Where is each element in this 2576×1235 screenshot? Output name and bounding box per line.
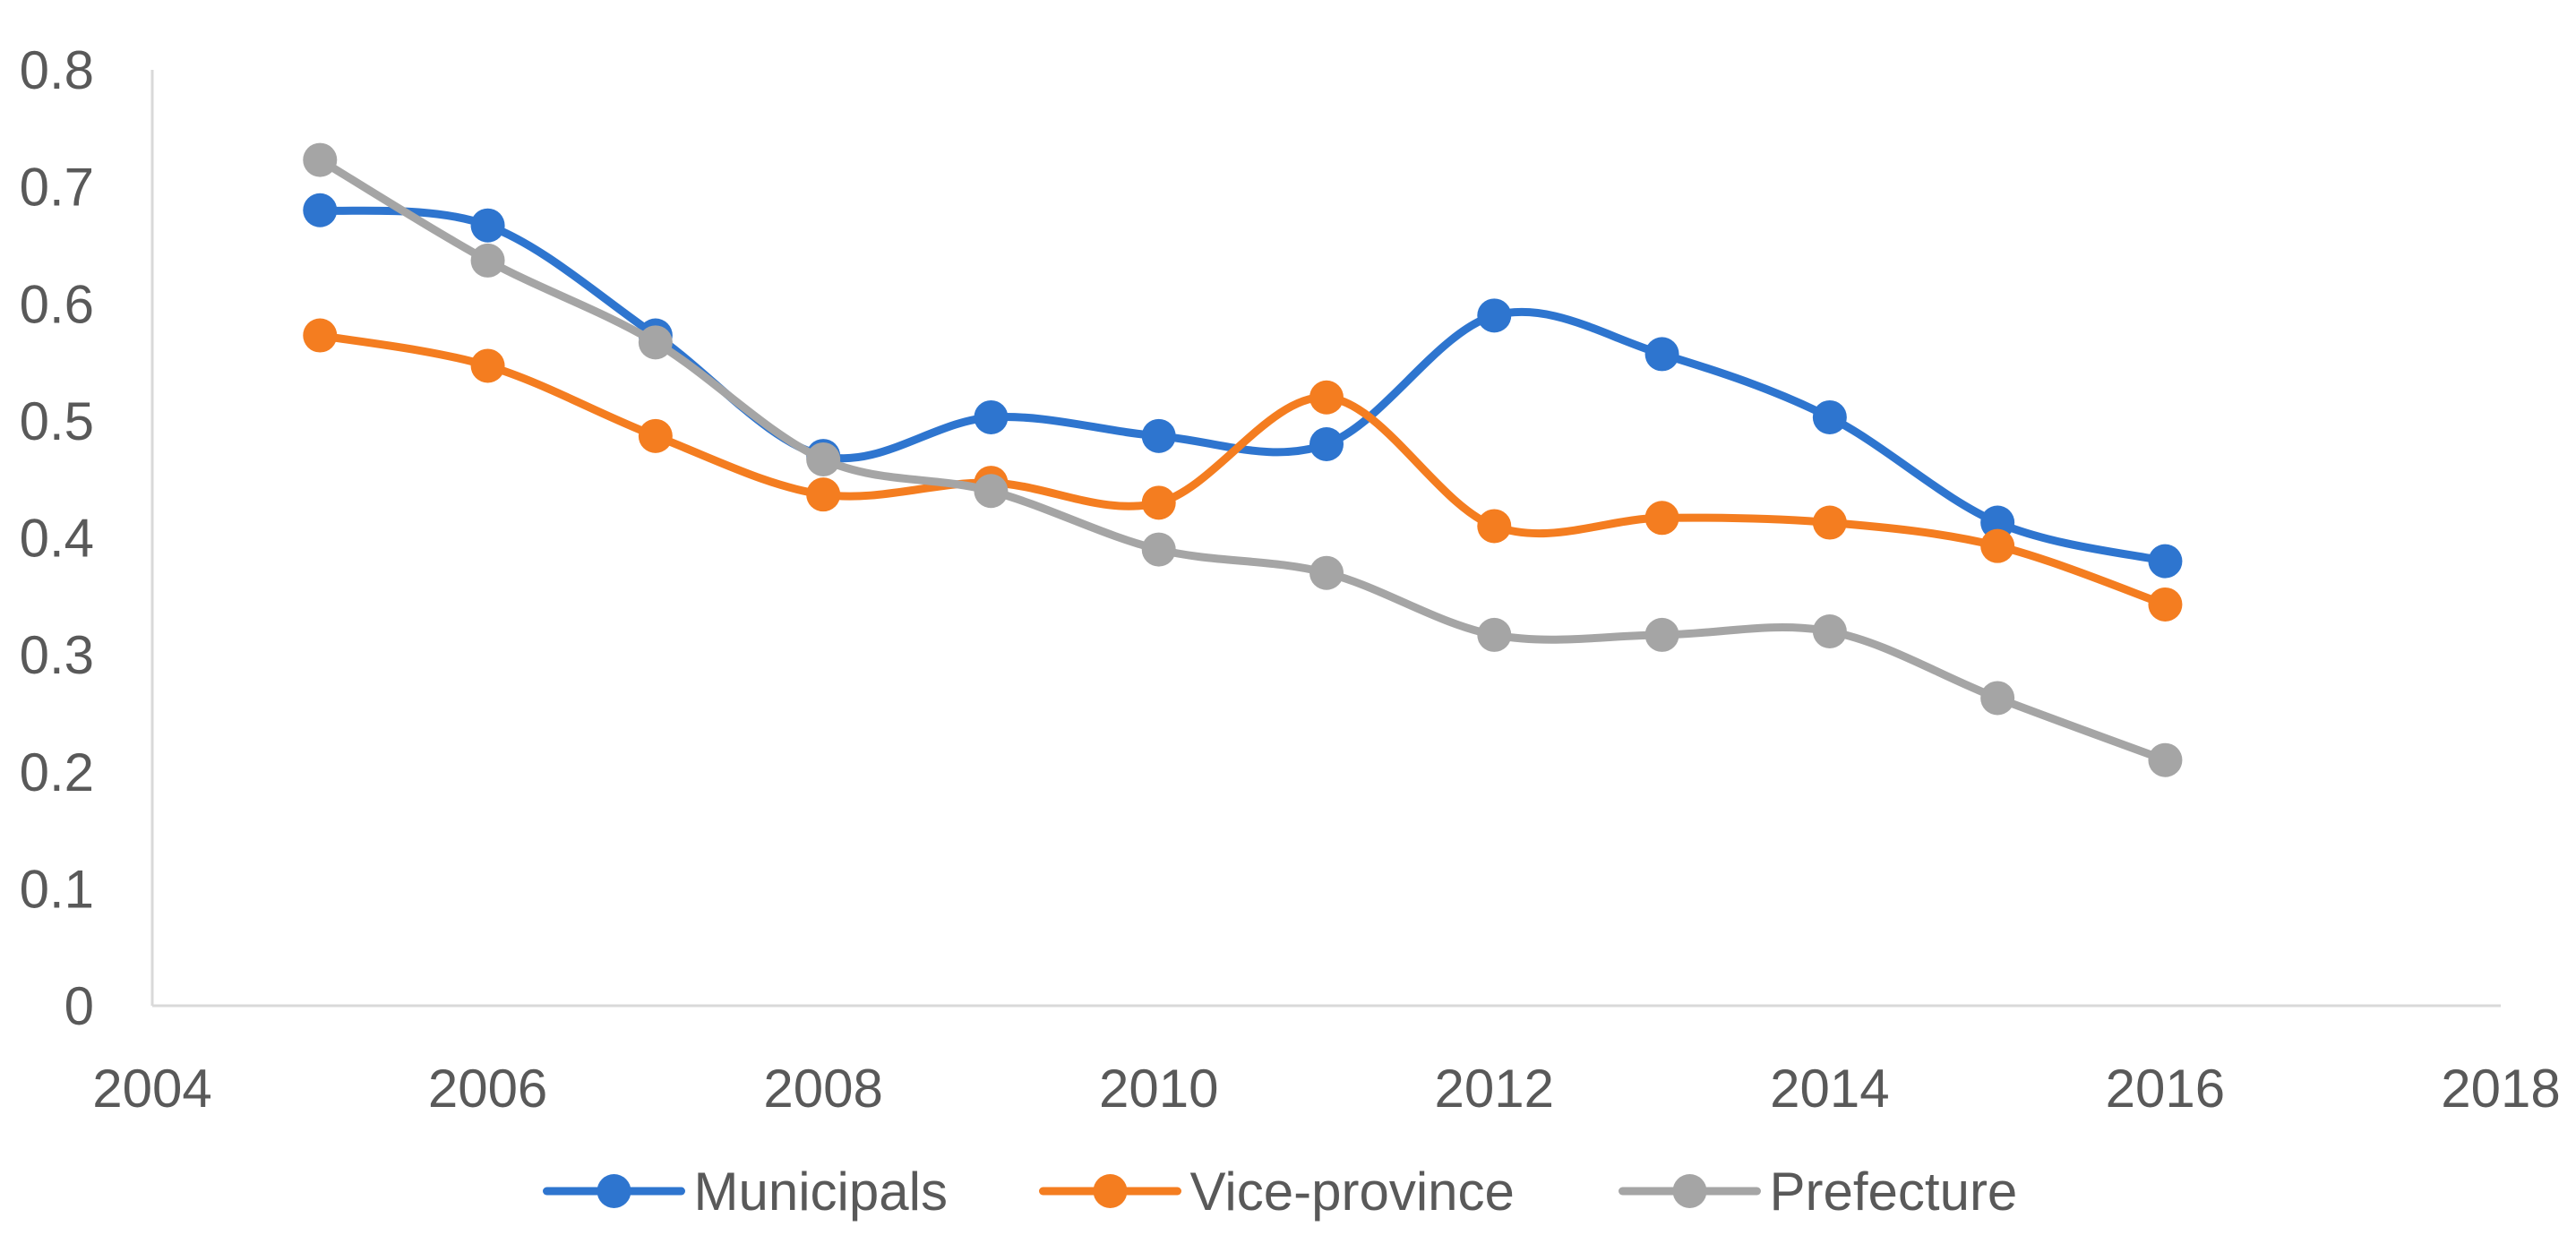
axes: 0 0.1 0.2 0.3 0.4 0.5 0.6 0.7 0.8 2004 2006 2008 201… <box>20 40 2561 1119</box>
data-point-vice-province[interactable] <box>1141 485 1176 520</box>
data-point-vice-province[interactable] <box>2148 587 2183 622</box>
legend-label: Prefecture <box>1770 1162 2018 1222</box>
y-tick-label: 0.8 <box>20 40 94 100</box>
data-point-prefecture[interactable] <box>470 243 505 278</box>
x-tick-label: 2012 <box>1435 1059 1554 1119</box>
data-point-vice-province[interactable] <box>470 348 505 383</box>
data-point-municipals[interactable] <box>1812 399 1847 434</box>
data-point-vice-province[interactable] <box>1812 505 1847 540</box>
legend-item-vice-province[interactable]: Vice-province <box>1039 1162 1515 1222</box>
series-line-municipals <box>315 206 2169 566</box>
series-municipals <box>303 193 2183 579</box>
data-point-vice-province[interactable] <box>1980 528 2015 563</box>
series-layer <box>303 142 2183 777</box>
data-point-prefecture[interactable] <box>1644 617 1679 652</box>
legend-label: Vice-province <box>1190 1162 1515 1222</box>
data-point-vice-province[interactable] <box>1477 509 1512 544</box>
x-tick-label: 2008 <box>763 1059 882 1119</box>
data-point-municipals[interactable] <box>974 399 1009 434</box>
data-point-prefecture[interactable] <box>1812 614 1847 648</box>
x-tick-label: 2004 <box>92 1059 211 1119</box>
legend-item-prefecture[interactable]: Prefecture <box>1619 1162 2018 1222</box>
data-point-prefecture[interactable] <box>974 474 1009 509</box>
y-tick-label: 0.6 <box>20 274 94 334</box>
data-point-prefecture[interactable] <box>1477 617 1512 652</box>
data-point-vice-province[interactable] <box>1309 380 1344 415</box>
data-point-prefecture[interactable] <box>1309 555 1344 590</box>
y-tick-label: 0.1 <box>20 859 94 919</box>
data-point-prefecture[interactable] <box>2148 742 2183 777</box>
y-tick-label: 0.4 <box>20 509 94 569</box>
data-point-vice-province[interactable] <box>806 477 841 512</box>
x-tick-label: 2014 <box>1770 1059 1889 1119</box>
data-point-municipals[interactable] <box>1980 505 2015 540</box>
data-point-municipals[interactable] <box>303 193 338 227</box>
data-point-municipals[interactable] <box>470 208 505 243</box>
data-point-municipals[interactable] <box>1644 337 1679 372</box>
y-tick-label: 0.5 <box>20 391 94 451</box>
data-point-prefecture[interactable] <box>303 142 338 177</box>
data-point-prefecture[interactable] <box>638 325 673 360</box>
x-tick-label: 2010 <box>1099 1059 1218 1119</box>
data-point-vice-province[interactable] <box>638 418 673 453</box>
legend: Municipals Vice-province Prefecture <box>543 1162 2018 1222</box>
y-tick-label: 0.3 <box>20 625 94 685</box>
data-point-prefecture[interactable] <box>806 442 841 476</box>
series-vice-province <box>303 318 2183 622</box>
x-tick-label: 2018 <box>2441 1059 2560 1119</box>
data-point-vice-province[interactable] <box>1644 501 1679 536</box>
legend-item-municipals[interactable]: Municipals <box>543 1162 948 1222</box>
legend-swatch-marker <box>1672 1174 1707 1208</box>
data-point-municipals[interactable] <box>1141 418 1176 453</box>
data-point-municipals[interactable] <box>1477 298 1512 333</box>
x-tick-label: 2016 <box>2106 1059 2225 1119</box>
y-tick-label: 0 <box>64 976 94 1036</box>
x-tick-label: 2006 <box>428 1059 547 1119</box>
y-tick-label: 0.7 <box>20 158 94 218</box>
legend-swatch-marker <box>597 1174 631 1208</box>
data-point-municipals[interactable] <box>2148 544 2183 579</box>
series-line-prefecture <box>315 156 2169 765</box>
data-point-vice-province[interactable] <box>303 318 338 353</box>
data-point-municipals[interactable] <box>1309 427 1344 461</box>
data-point-prefecture[interactable] <box>1980 681 2015 716</box>
legend-swatch-marker <box>1093 1174 1128 1208</box>
legend-label: Municipals <box>694 1162 948 1222</box>
data-point-prefecture[interactable] <box>1141 532 1176 567</box>
series-prefecture <box>303 142 2183 777</box>
y-tick-label: 0.2 <box>20 742 94 802</box>
